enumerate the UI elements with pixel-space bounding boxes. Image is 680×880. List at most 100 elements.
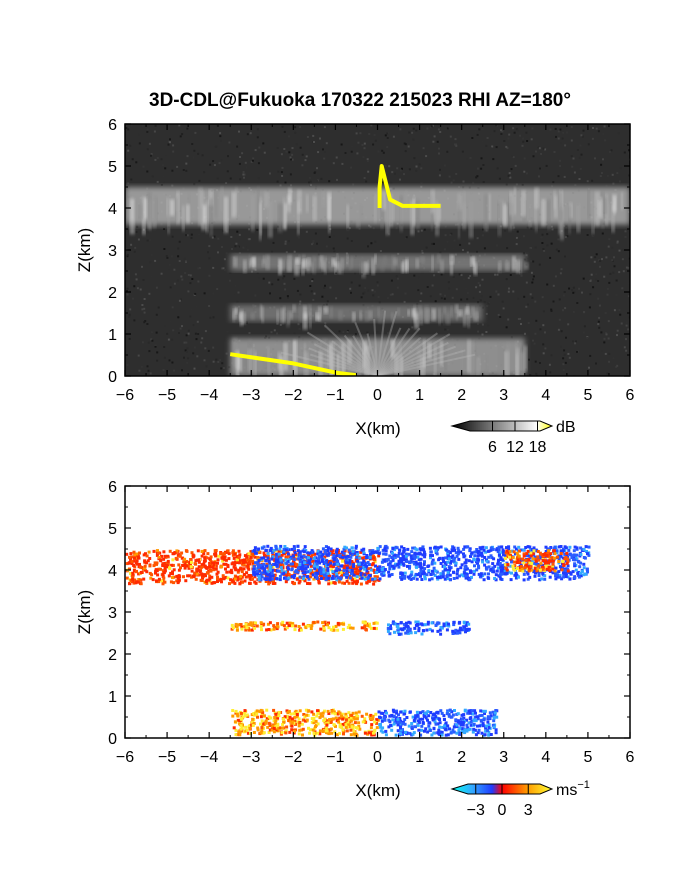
velocity-pixel [263,554,266,558]
velocity-pixel [226,549,230,553]
velocity-pixel [380,560,384,564]
reflectivity-noise-pixel [181,369,183,372]
reflectivity-noise-pixel [220,139,222,142]
velocity-pixel [235,558,239,562]
reflectivity-noise-pixel [322,148,324,151]
velocity-pixel [525,570,529,574]
velocity-pixel [193,571,197,575]
velocity-pixel [345,561,349,565]
velocity-pixel [312,721,316,725]
reflectivity-noise-pixel [488,301,491,304]
velocity-pixel [457,557,461,561]
reflectivity-noise-pixel [360,296,363,299]
velocity-pixel [486,549,490,553]
reflectivity-noise-pixel [185,169,188,172]
reflectivity-noise-pixel [436,140,439,143]
reflectivity-noise-pixel [541,296,544,299]
reflectivity-noise-pixel [535,319,538,322]
velocity-pixel [429,553,433,557]
velocity-pixel [392,566,396,570]
reflectivity-noise-pixel [510,336,513,339]
velocity-pixel [131,573,135,577]
velocity-pixel [572,549,576,553]
velocity-pixel [400,577,404,581]
reflectivity-streak [474,344,477,376]
velocity-pixel [270,551,274,554]
reflectivity-noise-pixel [310,290,313,293]
velocity-pixel [517,575,520,579]
velocity-pixel [352,730,356,734]
velocity-pixel [252,731,256,734]
reflectivity-noise-pixel [187,274,190,276]
reflectivity-noise-pixel [234,245,237,248]
reflectivity-noise-pixel [132,297,134,300]
velocity-pixel [500,545,504,549]
reflectivity-noise-pixel [169,286,172,289]
velocity-pixel [157,567,161,571]
reflectivity-streak [620,192,624,211]
reflectivity-noise-pixel [372,143,375,146]
reflectivity-noise-pixel [289,173,292,176]
reflectivity-streak [339,259,344,274]
velocity-pixel [226,563,230,567]
reflectivity-noise-pixel [148,292,151,295]
reflectivity-noise-pixel [507,174,510,177]
reflectivity-streak [312,195,317,222]
reflectivity-noise-pixel [560,268,563,271]
velocity-pixel [331,565,335,569]
reflectivity-noise-pixel [595,253,598,256]
velocity-pixel [396,622,400,626]
velocity-pixel [357,571,361,575]
velocity-pixel [332,723,336,727]
velocity-pixel [298,553,302,557]
reflectivity-streak [321,191,326,208]
velocity-pixel [233,552,237,556]
velocity-pixel [573,564,577,568]
velocity-pixel [504,566,508,570]
reflectivity-streak [286,260,292,272]
reflectivity-noise-pixel [624,235,627,238]
velocity-pixel [445,628,449,632]
reflectivity-noise-pixel [525,254,528,257]
velocity-pixel [563,568,566,572]
velocity-pixel [354,711,358,715]
reflectivity-noise-pixel [251,270,253,273]
velocity-pixel [298,563,302,567]
velocity-pixel [523,566,527,570]
velocity-pixel [403,574,407,578]
velocity-pixel [163,580,167,584]
reflectivity-noise-pixel [306,136,309,138]
velocity-pixel [393,622,397,626]
reflectivity-noise-pixel [285,251,288,254]
velocity-pixel [587,553,591,557]
reflectivity-noise-pixel [506,247,509,250]
velocity-pixel [533,568,537,572]
reflectivity-ray [343,334,379,376]
reflectivity-noise-pixel [475,176,478,179]
reflectivity-noise-pixel [171,361,174,364]
velocity-pixel [306,624,310,628]
reflectivity-noise-pixel [239,156,241,158]
velocity-pixel [264,548,268,552]
reflectivity-noise-pixel [563,225,566,227]
velocity-pixel [506,553,510,557]
reflectivity-noise-pixel [170,255,173,258]
reflectivity-noise-pixel [595,362,597,365]
velocity-pixel [431,572,435,576]
velocity-pixel [221,559,225,563]
reflectivity-noise-pixel [522,235,525,238]
reflectivity-noise-pixel [531,281,534,284]
reflectivity-noise-pixel [299,146,302,149]
velocity-pixel [238,733,242,737]
velocity-pixel [278,547,282,551]
reflectivity-streak [242,259,247,273]
reflectivity-streak [397,308,401,316]
velocity-pixel [287,558,291,562]
reflectivity-streak [232,312,236,322]
velocity-pixel [274,544,278,548]
reflectivity-noise-pixel [388,165,391,168]
velocity-pixel [538,578,542,582]
reflectivity-noise-pixel [390,279,393,282]
reflectivity-noise-pixel [148,142,151,145]
reflectivity-streak [591,198,595,235]
